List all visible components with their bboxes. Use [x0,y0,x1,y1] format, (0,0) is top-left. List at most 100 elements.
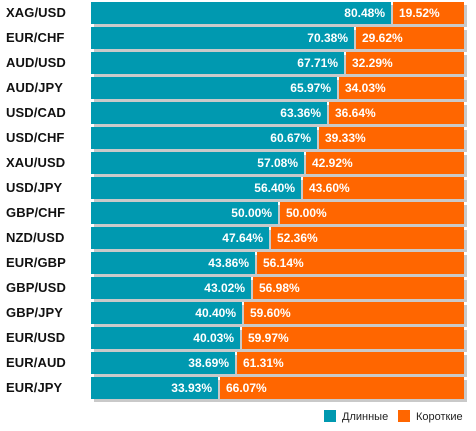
value-label-short: 42.92% [312,156,353,170]
bar-long [91,27,354,49]
bar-long [91,352,235,374]
value-label-short: 56.98% [259,281,300,295]
bar-short [303,177,464,199]
category-label: AUD/USD [6,55,66,70]
value-label-long: 63.36% [280,106,321,120]
bar-short [237,352,464,374]
chart-row: USD/CHF 60.67% 39.33% [0,127,476,152]
value-label-long: 60.67% [270,131,311,145]
value-label-short: 52.36% [277,231,318,245]
value-label-short: 43.60% [309,181,350,195]
bar-long [91,2,391,24]
bar-long [91,177,301,199]
value-label-short: 36.64% [335,106,376,120]
value-label-short: 59.97% [248,331,289,345]
chart-row: USD/JPY 56.40% 43.60% [0,177,476,202]
bar-short [329,102,464,124]
value-label-long: 43.86% [208,256,249,270]
chart-row: GBP/JPY 40.40% 59.60% [0,302,476,327]
bar-long [91,152,304,174]
bar-short [244,302,464,324]
bar-short [339,77,464,99]
value-label-long: 43.02% [204,281,245,295]
chart-row: AUD/JPY 65.97% 34.03% [0,77,476,102]
chart-row: EUR/CHF 70.38% 29.62% [0,27,476,52]
bar-long [91,377,218,399]
legend-label-short: Короткие [416,411,463,423]
chart-row: GBP/CHF 50.00% 50.00% [0,202,476,227]
bar-short [220,377,464,399]
bar-short [356,27,464,49]
value-label-long: 40.03% [193,331,234,345]
legend-label-long: Длинные [342,411,389,423]
chart-row: NZD/USD 47.64% 52.36% [0,227,476,252]
value-label-short: 19.52% [399,6,440,20]
value-label-short: 29.62% [362,31,403,45]
value-label-long: 70.38% [307,31,348,45]
chart-row: EUR/USD 40.03% 59.97% [0,327,476,352]
category-label: AUD/JPY [6,80,64,95]
value-label-long: 67.71% [297,56,338,70]
value-label-short: 59.60% [250,306,291,320]
bar-long [91,302,242,324]
value-label-short: 66.07% [226,381,267,395]
chart-row: AUD/USD 67.71% 32.29% [0,52,476,77]
category-label: EUR/GBP [6,255,66,270]
category-label: GBP/JPY [6,305,64,320]
value-label-long: 65.97% [290,81,331,95]
chart-row: EUR/GBP 43.86% 56.14% [0,252,476,277]
bar-long [91,327,240,349]
chart-row: GBP/USD 43.02% 56.98% [0,277,476,302]
bar-long [91,52,344,74]
value-label-short: 34.03% [345,81,386,95]
value-label-short: 56.14% [263,256,304,270]
bar-short [393,2,464,24]
bar-long [91,252,255,274]
value-label-long: 33.93% [171,381,212,395]
chart-row: XAU/USD 57.08% 42.92% [0,152,476,177]
chart-row: EUR/AUD 38.69% 61.31% [0,352,476,377]
bar-long [91,202,278,224]
category-label: EUR/CHF [6,30,65,45]
value-label-long: 57.08% [257,156,298,170]
bar-long [91,102,327,124]
bar-short [346,52,464,74]
chart-row: XAG/USD 80.48% 19.52% [0,2,476,27]
value-label-short: 61.31% [243,356,284,370]
value-label-long: 47.64% [222,231,263,245]
category-label: GBP/USD [6,280,66,295]
category-label: USD/CHF [6,130,65,145]
category-label: USD/JPY [6,180,63,195]
chart-row: USD/CAD 63.36% 36.64% [0,102,476,127]
value-label-long: 50.00% [231,206,272,220]
category-label: EUR/JPY [6,380,63,395]
legend-swatch-short [398,410,410,422]
chart-row: EUR/JPY 33.93% 66.07% [0,377,476,402]
value-label-long: 40.40% [195,306,236,320]
value-label-short: 50.00% [286,206,327,220]
category-label: EUR/USD [6,330,66,345]
bar-short [253,277,464,299]
value-label-long: 38.69% [188,356,229,370]
bar-short [319,127,464,149]
category-label: GBP/CHF [6,205,66,220]
category-label: USD/CAD [6,105,66,120]
bar-short [271,227,464,249]
category-label: NZD/USD [6,230,65,245]
bar-long [91,277,251,299]
bar-short [280,202,464,224]
bar-long [91,227,269,249]
legend-swatch-long [324,410,336,422]
bar-short [257,252,464,274]
value-label-long: 56.40% [254,181,295,195]
category-label: XAU/USD [6,155,66,170]
category-label: EUR/AUD [6,355,66,370]
value-label-short: 39.33% [325,131,366,145]
value-label-short: 32.29% [352,56,393,70]
bar-long [91,77,337,99]
bar-short [242,327,464,349]
bar-short [306,152,464,174]
bar-long [91,127,317,149]
category-label: XAG/USD [6,5,66,20]
